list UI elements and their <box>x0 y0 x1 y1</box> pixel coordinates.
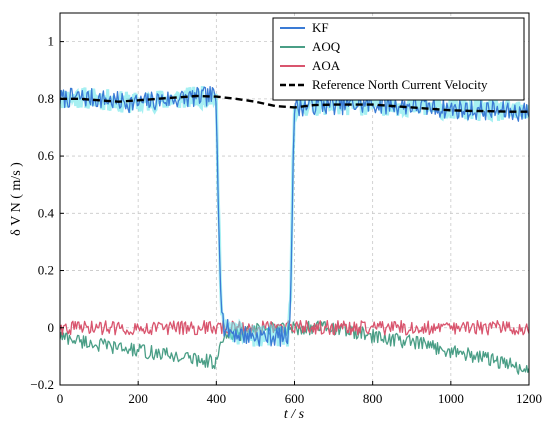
y-tick-label-3: 0.4 <box>38 205 55 220</box>
x-tick-label-6: 1200 <box>516 391 542 406</box>
ticks: 0 200 400 600 800 1000 1200−0.200.20.40.60.81 <box>30 34 542 406</box>
legend-label-1: AOQ <box>312 39 341 54</box>
y-axis-label-text: δ V N ( m/s ) <box>9 162 24 236</box>
series-line-1 <box>60 320 529 375</box>
series-layer <box>60 85 529 375</box>
series-line-3 <box>60 94 529 113</box>
x-tick-label-2: 400 <box>207 391 227 406</box>
legend: KF AOQ AOA Reference North Current Velocity <box>272 17 525 101</box>
y-tick-label-2: 0.2 <box>38 263 54 278</box>
x-tick-label-0: 0 <box>57 391 64 406</box>
y-axis-label: δ V N ( m/s ) <box>9 162 24 236</box>
y-tick-label-0: −0.2 <box>30 377 54 392</box>
y-tick-label-6: 1 <box>48 34 55 49</box>
x-tick-label-5: 1000 <box>438 391 464 406</box>
legend-label-0: KF <box>312 20 329 35</box>
series-line-2 <box>60 320 529 336</box>
x-tick-label-1: 200 <box>128 391 148 406</box>
legend-label-3: Reference North Current Velocity <box>312 77 488 92</box>
y-tick-label-5: 0.8 <box>38 91 54 106</box>
x-tick-label-3: 600 <box>285 391 305 406</box>
legend-label-2: AOA <box>312 58 341 73</box>
x-axis-label-text: t / s <box>284 407 305 422</box>
x-tick-label-4: 800 <box>363 391 383 406</box>
y-tick-label-1: 0 <box>48 320 55 335</box>
x-axis-label: t / s <box>284 407 305 422</box>
legend-box <box>272 17 525 101</box>
series-line-0 <box>60 86 529 347</box>
y-tick-label-4: 0.6 <box>38 148 55 163</box>
